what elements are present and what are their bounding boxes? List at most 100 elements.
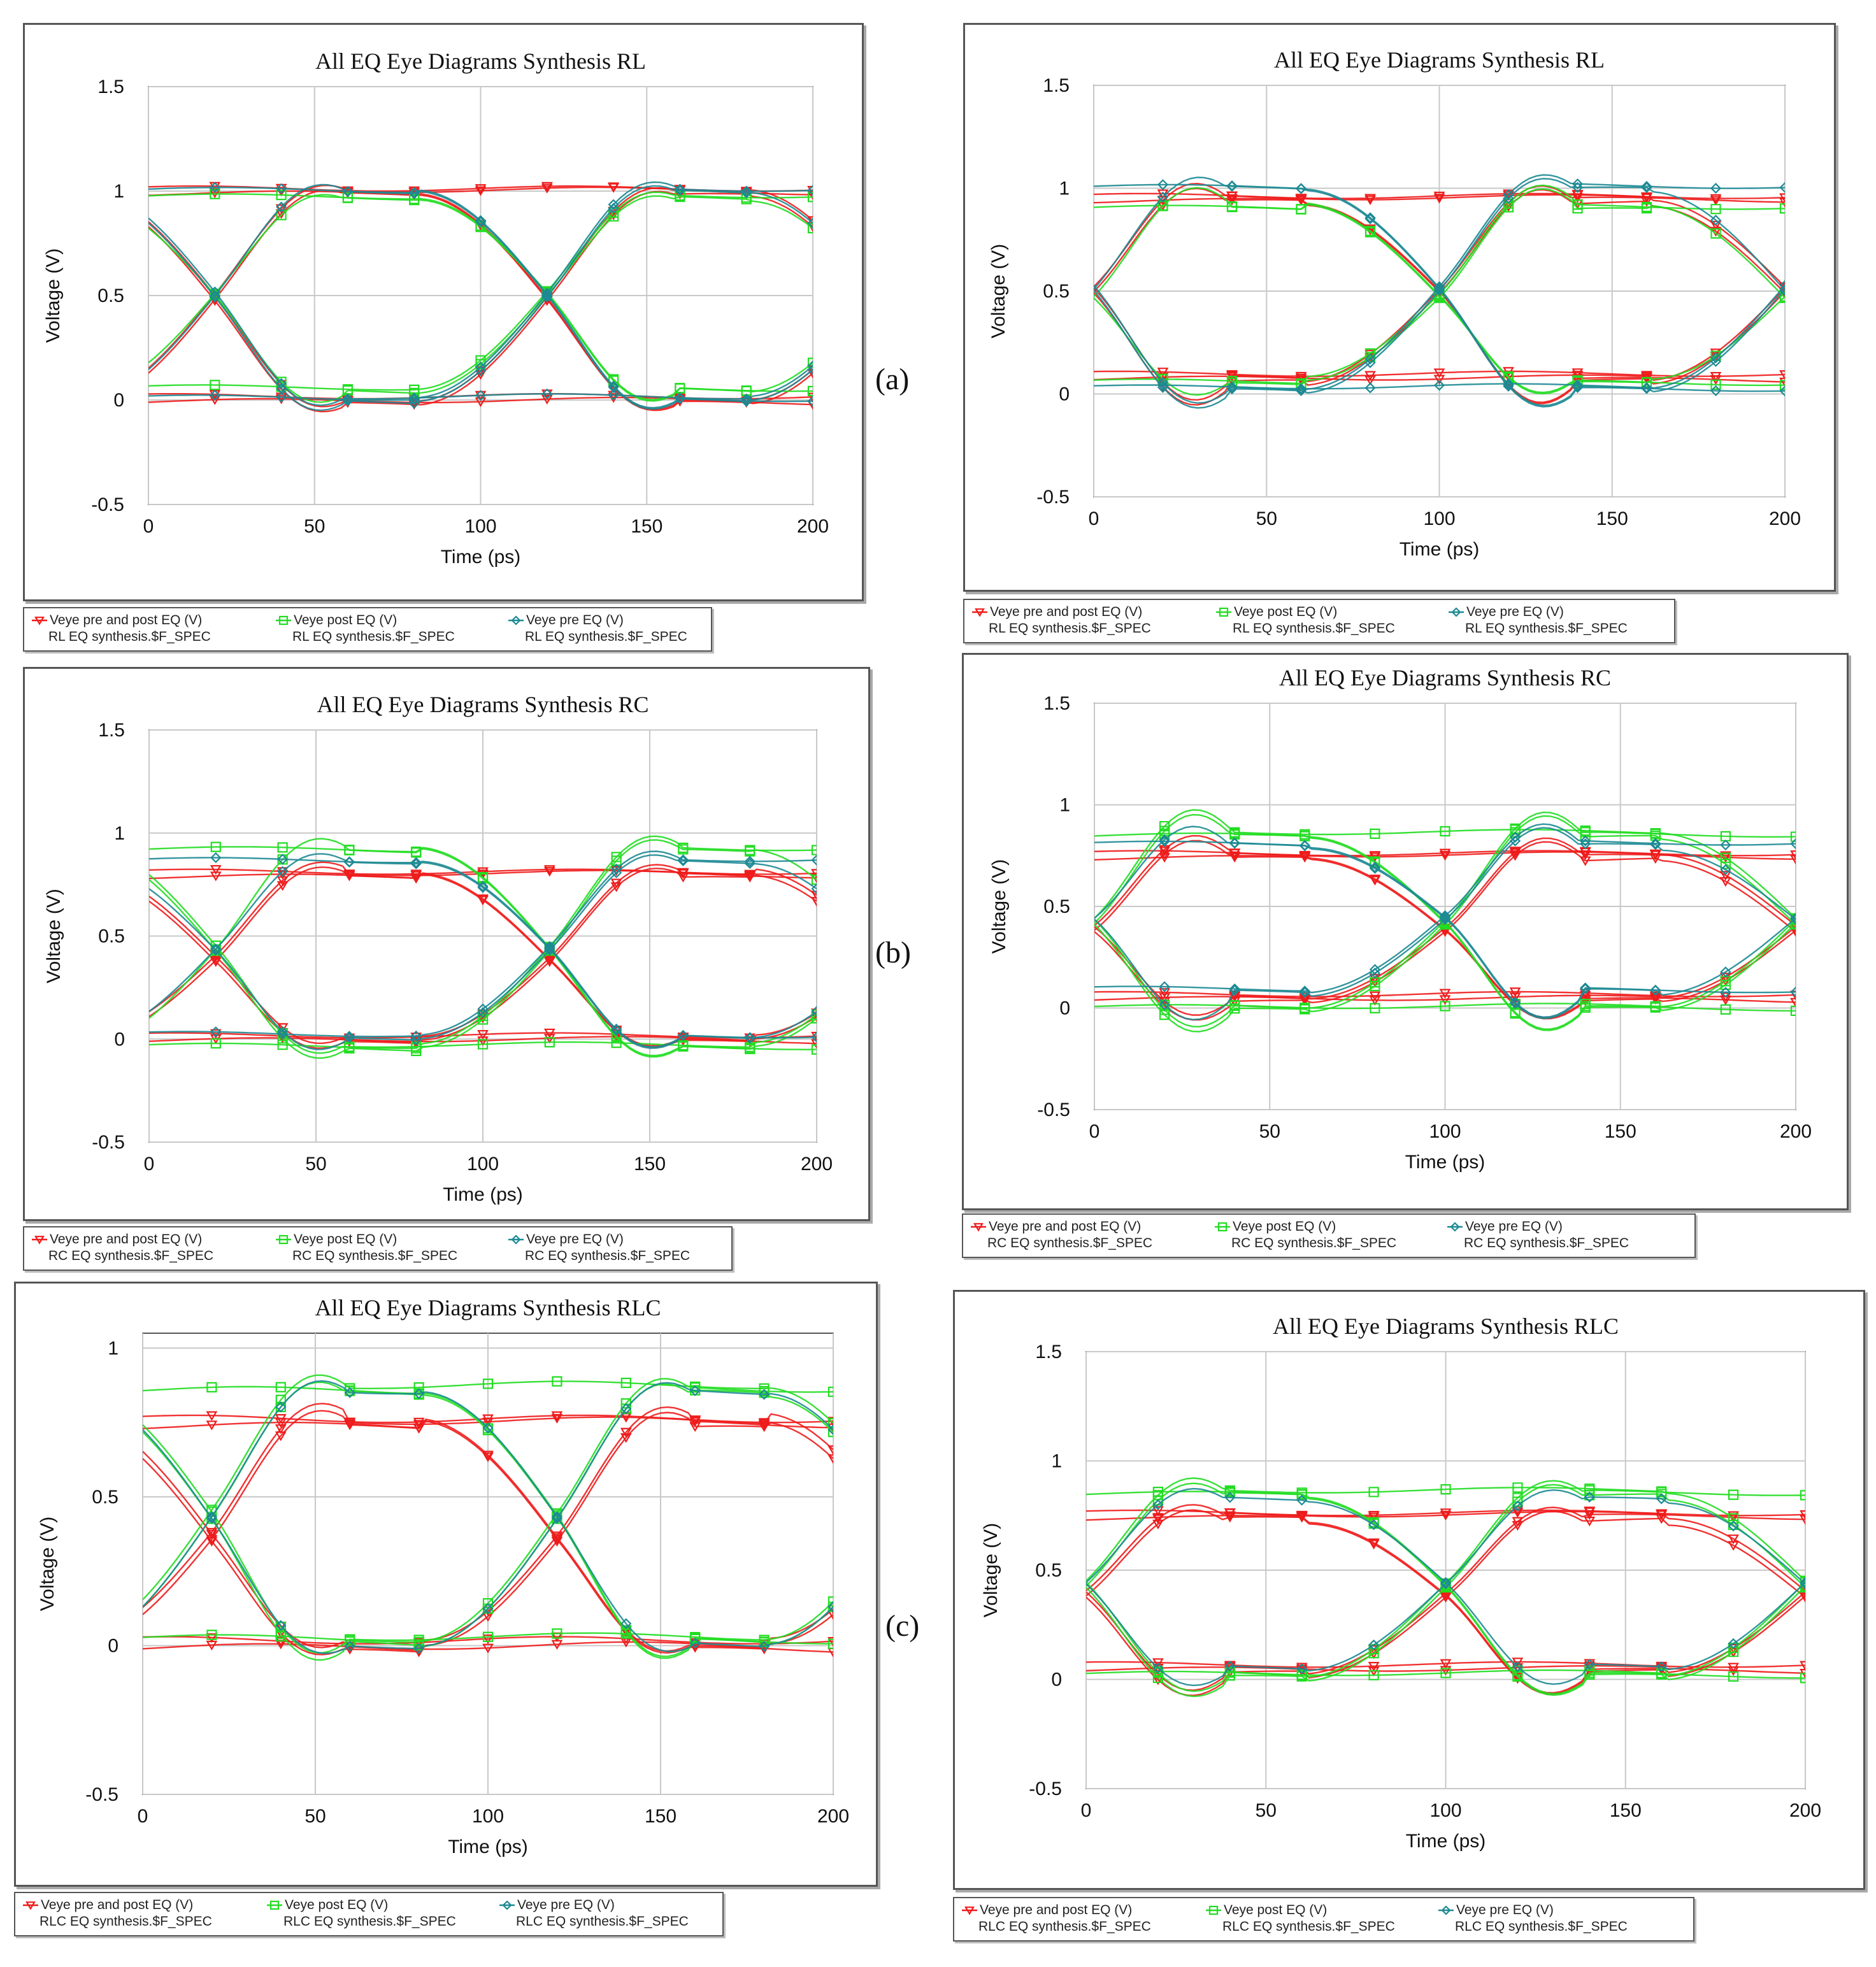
legend-item-both: Veye pre and post EQ (V) RC EQ synthesis.…	[32, 1231, 213, 1264]
marker-triangle	[1439, 989, 1451, 999]
legend-series-source: RLC EQ synthesis.$F_SPEC	[39, 1914, 212, 1929]
y-tick-label: -0.5	[1036, 487, 1070, 508]
y-tick-label: 0	[113, 390, 124, 411]
marker-diamond	[544, 941, 555, 952]
eye-trace-pre	[1094, 840, 1796, 1019]
marker-square	[1226, 201, 1238, 212]
marker-triangle	[477, 894, 489, 905]
marker-square	[1650, 1001, 1661, 1012]
legend-series-name: Veye post EQ (V)	[1233, 1219, 1336, 1234]
y-tick-label: 1	[1059, 178, 1070, 199]
eye-trace-both	[149, 866, 817, 1048]
marker-square	[1159, 820, 1170, 832]
y-tick-label: -0.5	[91, 494, 124, 515]
marker-square	[409, 384, 420, 395]
marker-square	[1300, 1003, 1310, 1013]
marker-diamond	[1159, 999, 1170, 1010]
legend-item-both: Veye pre and post EQ (V) RL EQ synthesis.…	[32, 612, 211, 645]
chart-title: All EQ Eye Diagrams Synthesis RLC	[1273, 1313, 1619, 1339]
marker-triangle	[482, 1634, 494, 1645]
marker-square	[1159, 828, 1170, 839]
marker-square	[277, 854, 288, 865]
marker-diamond	[277, 854, 289, 865]
legend-swatch-triangle-icon	[32, 1236, 47, 1245]
marker-square	[1229, 1000, 1240, 1011]
marker-square	[745, 1041, 755, 1052]
marker-square	[1584, 1665, 1595, 1676]
marker-diamond	[1439, 911, 1451, 923]
marker-diamond	[342, 393, 354, 404]
marker-triangle	[758, 1418, 770, 1428]
marker-square	[1229, 827, 1240, 838]
marker-square	[275, 1382, 286, 1392]
marker-square	[611, 1038, 622, 1048]
marker-triangle	[1159, 988, 1171, 998]
marker-diamond	[276, 391, 287, 403]
eye-trace-pre	[1094, 826, 1796, 1020]
marker-diamond	[1779, 280, 1785, 291]
eye-trace-post	[149, 839, 817, 1059]
marker-diamond	[811, 854, 817, 866]
legend-series-name: Veye post EQ (V)	[294, 1232, 397, 1247]
marker-triangle	[1509, 987, 1521, 998]
eye-trace-pre	[1094, 285, 1785, 404]
marker-square	[1779, 380, 1785, 390]
marker-diamond	[1229, 837, 1240, 848]
legend-series-source: RC EQ synthesis.$F_SPEC	[292, 1248, 458, 1263]
marker-diamond	[209, 286, 220, 297]
marker-triangle	[1152, 1506, 1164, 1516]
eye-diagram-plot: All EQ Eye Diagrams Synthesis RC 0 50 100 15…	[989, 665, 1812, 1173]
marker-triangle	[1779, 193, 1785, 203]
y-tick-label: 1	[114, 823, 125, 844]
chart-panel-c-right: All EQ Eye Diagrams Synthesis RLC 0 50 100 1…	[953, 1290, 1865, 1890]
marker-triangle	[1710, 371, 1722, 382]
marker-diamond	[611, 863, 622, 875]
marker-square	[811, 1009, 817, 1020]
legend-swatch-diamond-icon	[508, 615, 524, 626]
eye-trace-pre	[148, 217, 813, 406]
marker-diamond	[210, 1026, 222, 1038]
legend-series-name: Veye pre EQ (V)	[1456, 1903, 1554, 1917]
marker-square	[1440, 1484, 1451, 1495]
marker-triangle	[1369, 991, 1381, 1001]
eye-trace-both	[1086, 1591, 1805, 1691]
legend-series-source: RC EQ synthesis.$F_SPEC	[1231, 1236, 1397, 1250]
marker-triangle	[1440, 1508, 1452, 1519]
x-tick-label: 50	[1256, 1800, 1277, 1821]
marker-triangle	[1790, 855, 1796, 865]
marker-diamond	[1720, 987, 1731, 998]
marker-diamond	[1433, 282, 1445, 294]
x-tick-label: 0	[143, 516, 154, 537]
marker-diamond	[1433, 281, 1445, 292]
marker-triangle	[620, 1427, 632, 1438]
marker-diamond	[674, 392, 685, 404]
marker-square	[482, 1631, 494, 1642]
marker-diamond	[689, 1385, 701, 1396]
marker-diamond	[1503, 378, 1514, 390]
marker-square	[1364, 225, 1376, 236]
eye-diagram-plot: All EQ Eye Diagrams Synthesis RLC 0 50 100 1…	[980, 1313, 1821, 1852]
x-tick-label: 200	[1789, 1800, 1821, 1821]
y-tick-label: 0	[108, 1635, 118, 1656]
legend-item-pre: Veye pre EQ (V) RLC EQ synthesis.$F_SPEC	[1438, 1902, 1628, 1935]
eye-trace-pre	[1094, 823, 1796, 994]
marker-triangle	[827, 1647, 833, 1657]
marker-square	[342, 384, 353, 395]
eye-trace-post	[143, 1374, 833, 1601]
x-tick-label: 200	[797, 516, 829, 537]
marker-triangle	[1641, 371, 1652, 381]
legend-series-source: RL EQ synthesis.$F_SPEC	[1465, 621, 1628, 636]
marker-diamond	[807, 185, 813, 196]
marker-triangle	[1295, 373, 1307, 383]
marker-triangle	[1800, 1661, 1805, 1671]
marker-diamond	[1299, 985, 1310, 997]
marker-square	[1779, 291, 1785, 302]
marker-square	[477, 872, 489, 883]
marker-square	[678, 842, 689, 854]
marker-square	[277, 842, 288, 853]
marker-square	[1224, 1485, 1235, 1496]
legend-a-left: Veye pre and post EQ (V) RL EQ synthesis.…	[23, 607, 712, 652]
marker-square	[1790, 831, 1796, 842]
marker-triangle	[276, 881, 289, 891]
eye-trace-post	[1094, 809, 1796, 919]
